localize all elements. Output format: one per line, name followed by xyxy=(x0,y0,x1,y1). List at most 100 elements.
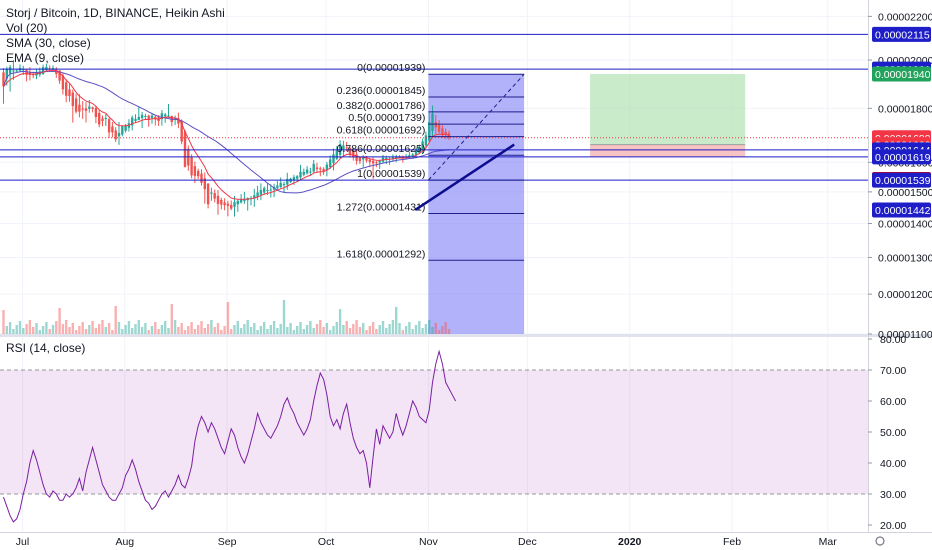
price-badge xyxy=(872,172,931,188)
volume-bar xyxy=(18,321,22,334)
long-position-profit-zone[interactable] xyxy=(590,74,746,145)
volume-bar xyxy=(104,327,107,334)
volume-bar xyxy=(428,320,431,334)
volume-bar xyxy=(286,327,289,334)
candle-body xyxy=(88,106,91,109)
candle-body xyxy=(206,183,210,205)
volume-bar xyxy=(395,307,398,334)
candle-body xyxy=(226,203,230,206)
volume-bar xyxy=(157,329,160,334)
volume-bar xyxy=(200,321,203,334)
volume-bar xyxy=(38,330,41,334)
candle-body xyxy=(58,70,61,81)
fib-retracement-area[interactable] xyxy=(428,74,525,334)
candle-body xyxy=(160,113,164,120)
candle-body xyxy=(81,108,84,110)
pane-separator[interactable] xyxy=(0,334,932,337)
volume-bar xyxy=(190,322,193,334)
volume-bar xyxy=(302,329,305,334)
volume-bar xyxy=(74,330,78,334)
candle-body xyxy=(22,69,25,71)
time-axis-label: Feb xyxy=(723,536,741,548)
candle-body xyxy=(216,195,220,204)
volume-bar xyxy=(249,327,253,334)
volume-bar xyxy=(230,329,233,334)
volume-bar xyxy=(210,320,213,334)
volume-bar xyxy=(170,304,173,334)
trendline-drawing[interactable] xyxy=(414,143,515,211)
candle-body xyxy=(368,159,371,163)
candle-body xyxy=(236,200,239,205)
price-badge-label: 0.00001940 xyxy=(875,69,931,81)
candle-body xyxy=(98,112,101,125)
volume-bar xyxy=(91,321,94,334)
volume-bar xyxy=(378,325,381,334)
candle-body xyxy=(154,116,157,120)
rsi-pane-title[interactable]: RSI (14, close) xyxy=(6,341,86,355)
volume-bar xyxy=(28,320,32,334)
price-badge-label: 0.00001539 xyxy=(875,175,931,187)
candle-body xyxy=(117,132,121,137)
volume-bar xyxy=(101,320,104,334)
candle-body xyxy=(147,115,150,120)
volume-bar xyxy=(12,329,15,334)
volume-bar xyxy=(154,322,157,334)
candle-body xyxy=(233,202,236,207)
volume-bar xyxy=(312,328,315,334)
candle-body xyxy=(131,117,134,126)
axis-corner xyxy=(869,533,932,550)
volume-bar xyxy=(381,321,385,334)
candle-body xyxy=(371,160,375,164)
volume-bar xyxy=(203,328,206,334)
volume-bar xyxy=(140,327,144,334)
candle-body xyxy=(144,116,147,118)
candle-body xyxy=(434,122,437,128)
volume-bar xyxy=(107,323,111,334)
volume-bar xyxy=(401,330,404,334)
sma-indicator-label[interactable]: SMA (30, close) xyxy=(6,36,91,50)
ema-indicator-label[interactable]: EMA (9, close) xyxy=(6,51,85,65)
candle-body xyxy=(309,171,312,173)
fib-level-label: 0.786(0.00001625) xyxy=(337,143,426,155)
candle-body xyxy=(411,154,414,157)
price-badge xyxy=(872,66,931,82)
candle-body xyxy=(101,118,104,121)
candle-body xyxy=(183,131,187,167)
volume-bar xyxy=(368,326,371,334)
volume-bars xyxy=(2,300,451,334)
volume-bar xyxy=(121,329,124,334)
volume-bar xyxy=(197,325,200,334)
volume-bar xyxy=(348,328,352,334)
rsi-axis-label: 40.00 xyxy=(880,458,906,470)
price-badge-label: 0.00001619 xyxy=(875,152,931,164)
volume-bar xyxy=(193,329,197,334)
volume-bar xyxy=(124,325,127,334)
volume-bar xyxy=(117,322,121,334)
volume-bar xyxy=(223,326,226,334)
candle-body xyxy=(256,192,259,197)
candle-body xyxy=(299,171,302,178)
candle-body xyxy=(121,126,124,135)
candle-body xyxy=(94,108,98,118)
symbol-title[interactable]: Storj / Bitcoin, 1D, BINANCE, Heikin Ash… xyxy=(6,6,225,20)
sma-30-line xyxy=(3,70,450,194)
chart-legend: Storj / Bitcoin, 1D, BINANCE, Heikin Ash… xyxy=(6,6,225,66)
volume-bar xyxy=(391,320,395,334)
candle-body xyxy=(355,154,358,161)
candle-body xyxy=(296,176,299,179)
fib-trend-line xyxy=(428,73,525,181)
volume-bar xyxy=(22,328,25,334)
candle-body xyxy=(71,92,74,107)
time-axis-label: Mar xyxy=(819,536,838,548)
settings-gear-icon[interactable] xyxy=(875,536,885,546)
volume-bar xyxy=(78,326,81,334)
long-position-loss-zone[interactable] xyxy=(590,144,746,157)
candle-body xyxy=(78,104,81,112)
volume-bar xyxy=(358,327,362,334)
volume-bar xyxy=(332,326,335,334)
volume-indicator-label[interactable]: Vol (20) xyxy=(6,21,48,35)
candle-body xyxy=(200,173,203,183)
candle-body xyxy=(164,114,167,117)
volume-bar xyxy=(213,327,216,334)
volume-bar xyxy=(220,330,223,334)
